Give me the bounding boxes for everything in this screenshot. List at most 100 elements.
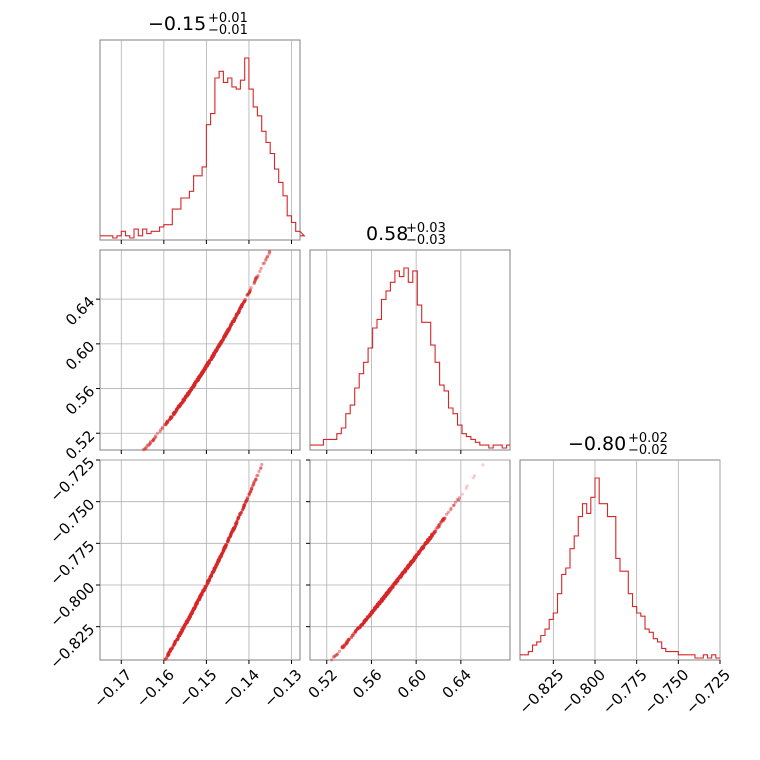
sample-point [342, 643, 346, 647]
sample-point [332, 655, 336, 659]
sample-point [436, 524, 441, 528]
sample-point [334, 653, 339, 657]
sample-point [252, 282, 256, 286]
sample-point [152, 437, 156, 441]
sample-point [419, 547, 423, 551]
sample-point [449, 506, 453, 510]
sample-point [248, 290, 252, 294]
sample-point [432, 530, 437, 534]
sample-point [244, 499, 248, 503]
sample-point [414, 553, 418, 557]
sample-point [244, 498, 249, 502]
sample-point [211, 570, 215, 574]
sample-point [254, 276, 258, 280]
sample-point [353, 630, 357, 634]
sample-point [439, 520, 443, 524]
sample-point [165, 419, 169, 423]
sample-point [235, 520, 239, 524]
sample-point [333, 654, 337, 658]
sample-point [247, 492, 251, 496]
sample-point [164, 657, 168, 661]
sample-point [347, 637, 352, 641]
sample-point [254, 278, 258, 282]
sample-point [439, 520, 443, 524]
sample-point [247, 492, 251, 496]
sample-point [443, 516, 447, 520]
sample-point [449, 508, 453, 512]
sample-point [457, 496, 461, 500]
sample-point [341, 645, 345, 649]
sample-point [209, 356, 213, 360]
sample-point [252, 483, 256, 487]
sample-point [435, 526, 439, 530]
sample-point [187, 391, 191, 395]
sample-point [442, 516, 446, 520]
sample-point [185, 393, 189, 397]
sample-point [382, 595, 386, 599]
x-tick-label: −0.800 [557, 666, 609, 718]
sample-point [343, 643, 347, 647]
sample-point [254, 478, 258, 482]
sample-point [249, 286, 253, 290]
sample-point [253, 479, 257, 483]
sample-point [441, 518, 445, 522]
panel-frame [99, 39, 301, 241]
y-tick-label: 0.56 [62, 382, 98, 418]
sample-point [345, 641, 349, 645]
sample-point [147, 443, 151, 448]
sample-point [166, 419, 170, 424]
sample-point [145, 445, 149, 449]
sample-point [254, 477, 258, 481]
sample-point [430, 533, 434, 537]
sample-point [164, 423, 168, 427]
histogram-line-0 [100, 57, 306, 239]
x-tick-label: 0.60 [394, 666, 430, 702]
sample-point [350, 633, 354, 638]
sample-point [160, 425, 164, 429]
sample-point [235, 312, 239, 316]
sample-point [176, 637, 180, 641]
sample-point [442, 517, 446, 521]
sample-point [344, 641, 348, 645]
sample-point [433, 530, 438, 534]
y-tick-label: −0.825 [46, 620, 98, 672]
x-tick-label: −0.16 [133, 666, 178, 711]
sample-point [149, 439, 153, 444]
x-tick-label: 0.56 [349, 666, 385, 702]
sample-point [153, 436, 157, 440]
y-tick-label: 0.64 [62, 293, 98, 329]
sample-point [433, 529, 437, 533]
sample-point [178, 404, 182, 408]
sample-point [221, 338, 225, 342]
sample-point [155, 431, 160, 435]
sample-point [247, 493, 251, 497]
sample-point [346, 638, 350, 643]
x-tick-label: −0.14 [218, 666, 263, 711]
sample-point [214, 565, 218, 569]
sample-point [185, 620, 189, 624]
x-tick-label: −0.775 [599, 666, 651, 718]
sample-point [165, 420, 170, 424]
sample-point [234, 316, 238, 320]
sample-point [337, 649, 342, 653]
sample-point [215, 348, 219, 352]
sample-point [267, 252, 271, 256]
sample-point [250, 487, 254, 491]
sample-point [252, 280, 256, 284]
sample-point [165, 421, 169, 425]
sample-point [165, 420, 170, 424]
sample-point [344, 642, 348, 646]
sample-point [164, 422, 168, 426]
sample-point [213, 350, 217, 354]
sample-point [394, 579, 398, 584]
sample-point [236, 517, 240, 521]
sample-point [264, 257, 268, 261]
sample-point [385, 591, 389, 595]
sample-point [471, 476, 475, 480]
sample-point [445, 512, 449, 516]
sample-point [141, 448, 146, 452]
sample-point [151, 439, 155, 443]
sample-point [246, 292, 250, 296]
sample-point [163, 657, 167, 662]
sample-point [148, 441, 152, 445]
